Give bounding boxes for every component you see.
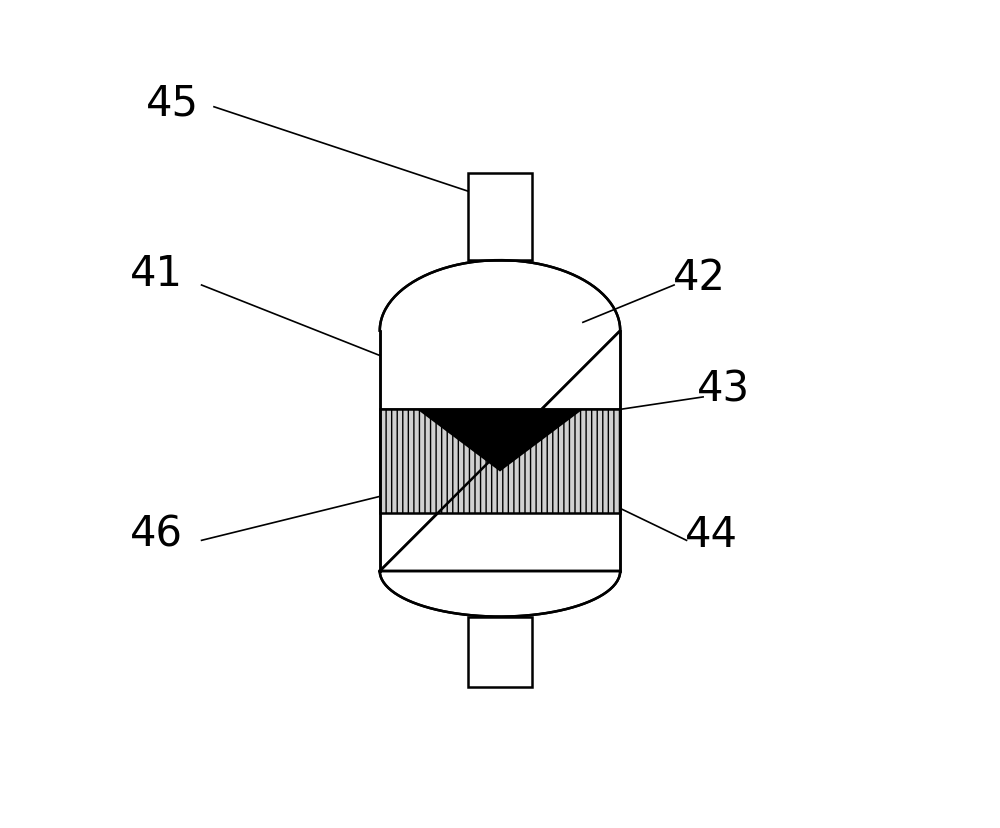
Text: 41: 41 (129, 253, 182, 294)
Text: 46: 46 (129, 513, 182, 555)
Bar (380, 410, 620, 513)
Polygon shape (380, 261, 620, 617)
Bar (468, 617, 532, 687)
Text: 43: 43 (697, 368, 750, 410)
Text: 45: 45 (146, 83, 199, 124)
Text: 42: 42 (673, 257, 725, 298)
Text: 44: 44 (685, 513, 738, 555)
Polygon shape (417, 410, 583, 472)
Bar (468, 174, 532, 261)
